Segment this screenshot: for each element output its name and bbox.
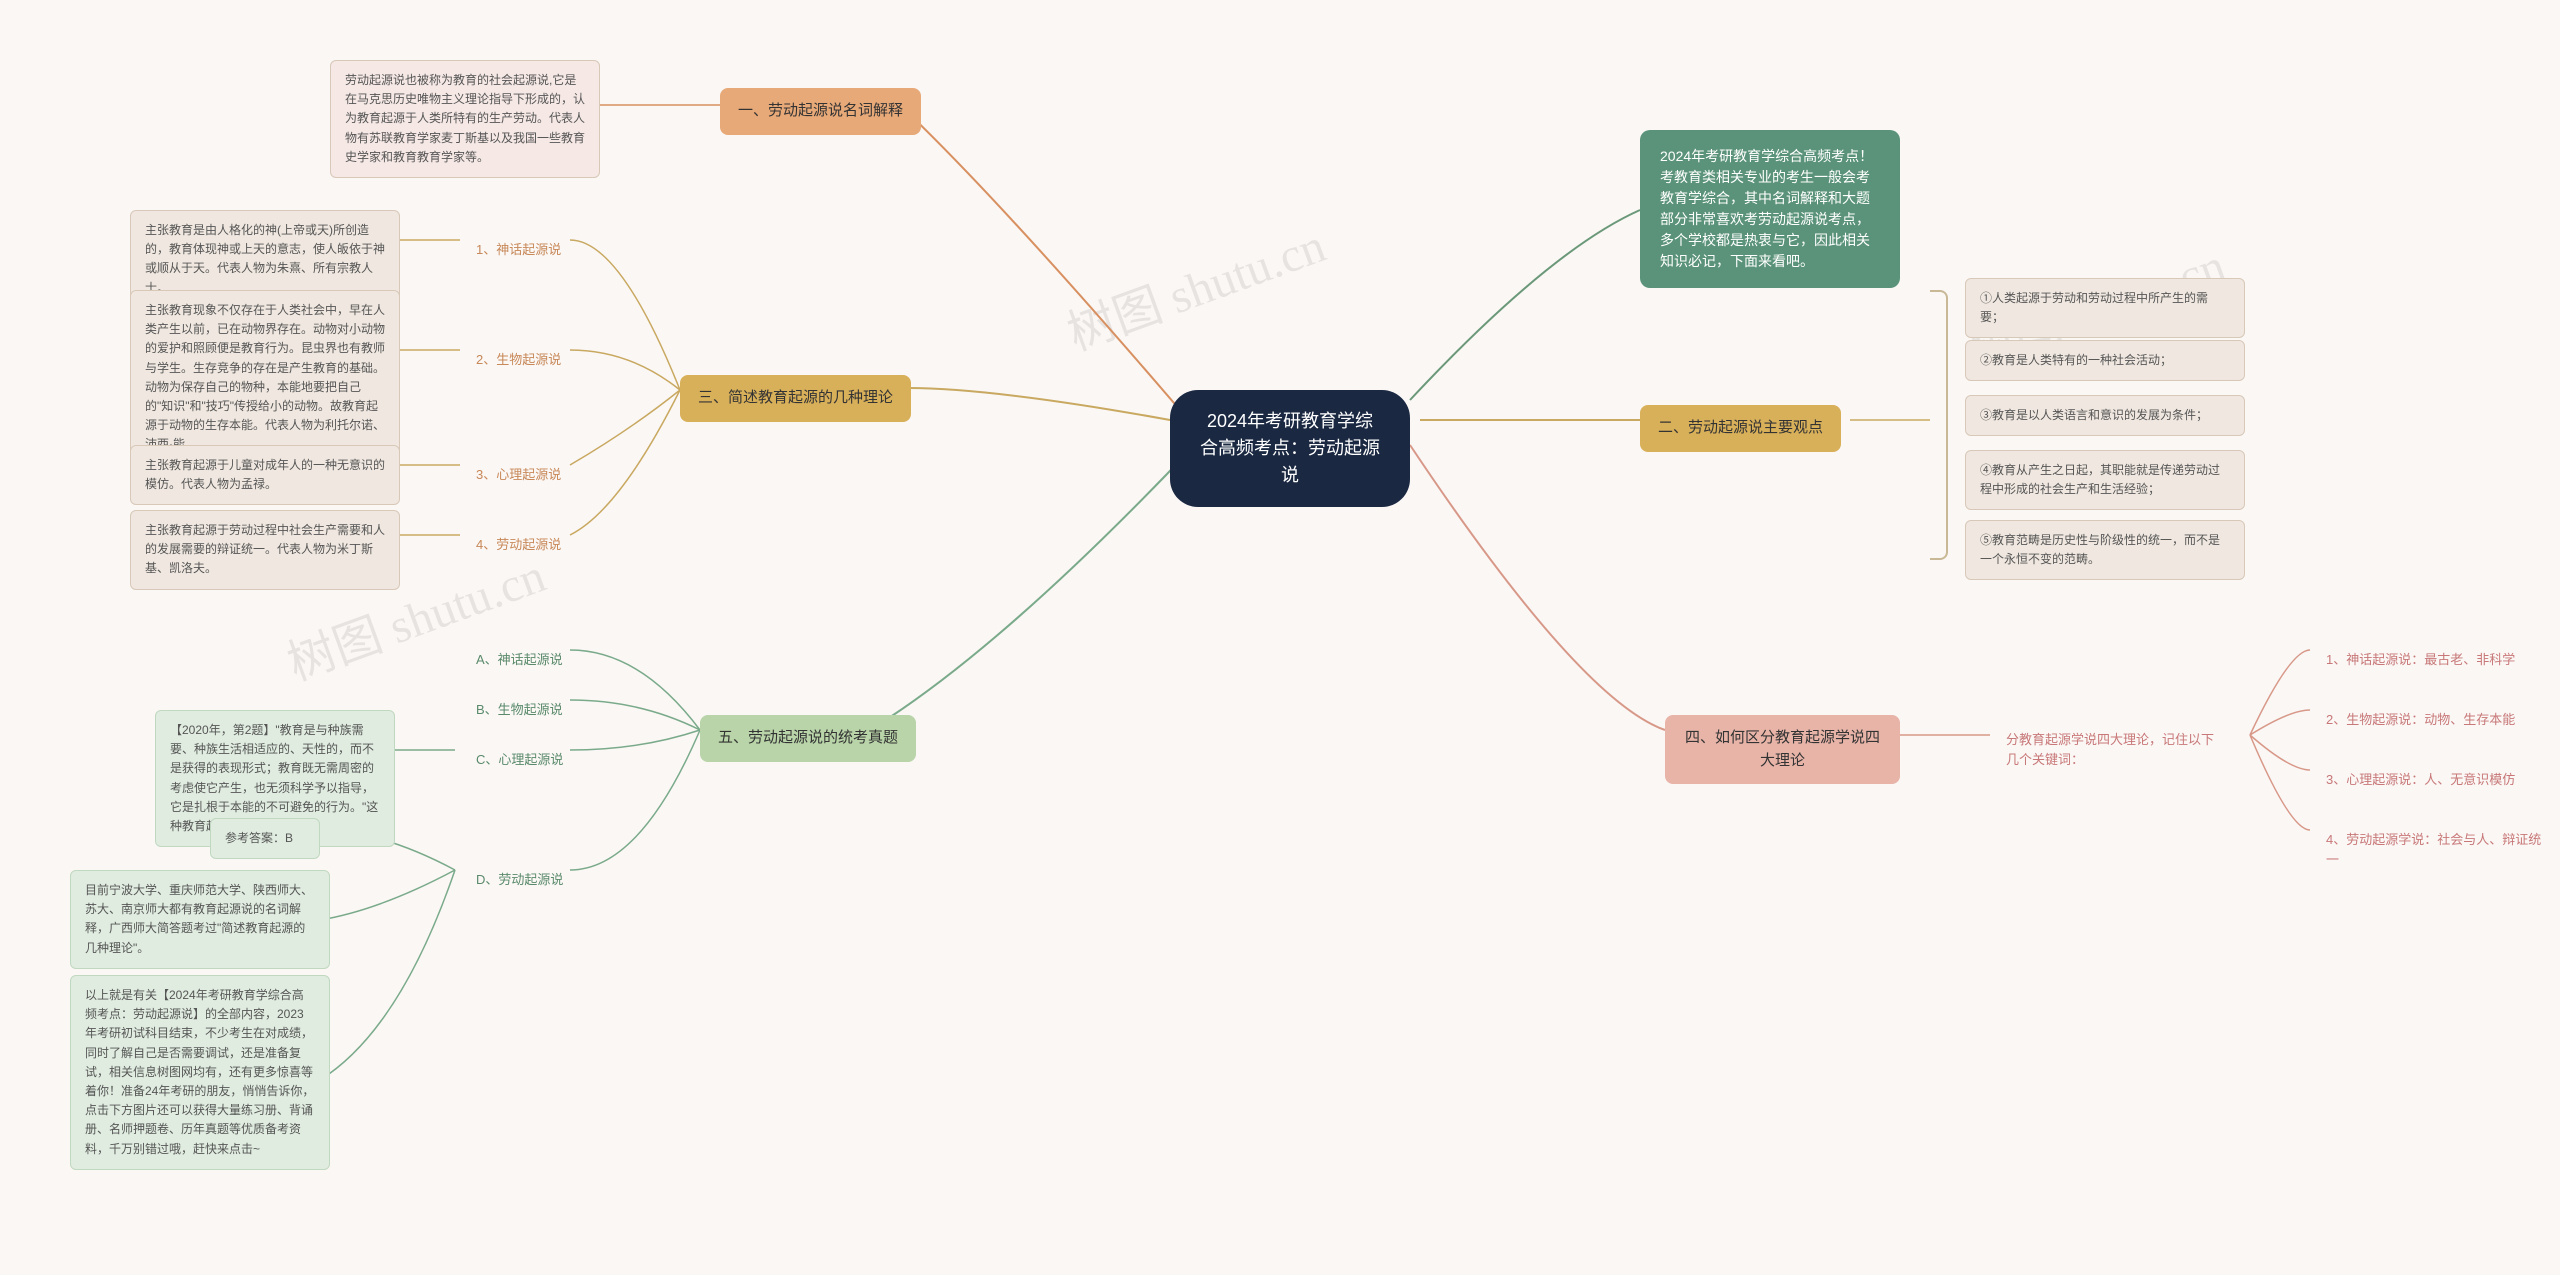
section-4-item-4: 4、劳动起源学说：社会与人、辩证统一	[2310, 820, 2560, 879]
bracket-s2	[1930, 290, 1948, 560]
section-5-opt-b: B、生物起源说	[460, 690, 579, 730]
section-1-leaf: 劳动起源说也被称为教育的社会起源说,它是在马克思历史唯物主义理论指导下形成的，认…	[330, 60, 600, 178]
section-5: 五、劳动起源说的统考真题	[700, 715, 916, 762]
section-4-item-2: 2、生物起源说：动物、生存本能	[2310, 700, 2531, 740]
center-topic: 2024年考研教育学综合高频考点：劳动起源说	[1170, 390, 1410, 507]
section-4-item-1: 1、神话起源说：最古老、非科学	[2310, 640, 2531, 680]
section-4-item-3: 3、心理起源说：人、无意识模仿	[2310, 760, 2531, 800]
section-5-note2: 以上就是有关【2024年考研教育学综合高频考点：劳动起源说】的全部内容，2023…	[70, 975, 330, 1170]
section-5-opt-a: A、神话起源说	[460, 640, 579, 680]
section-3-sub-1: 1、神话起源说	[460, 230, 577, 270]
section-4: 四、如何区分教育起源学说四大理论	[1665, 715, 1900, 784]
intro-box: 2024年考研教育学综合高频考点！考教育类相关专业的考生一般会考教育学综合，其中…	[1640, 130, 1900, 288]
watermark: 树图 shutu.cn	[1056, 206, 1333, 364]
section-2: 二、劳动起源说主要观点	[1640, 405, 1841, 452]
section-2-item-2: ②教育是人类特有的一种社会活动；	[1965, 340, 2245, 381]
section-3-leaf-3: 主张教育起源于儿童对成年人的一种无意识的模仿。代表人物为孟禄。	[130, 445, 400, 505]
section-2-item-1: ①人类起源于劳动和劳动过程中所产生的需要；	[1965, 278, 2245, 338]
section-3-sub-2: 2、生物起源说	[460, 340, 577, 380]
section-2-item-4: ④教育从产生之日起，其职能就是传递劳动过程中形成的社会生产和生活经验；	[1965, 450, 2245, 510]
section-5-opt-c: C、心理起源说	[460, 740, 579, 780]
section-3: 三、简述教育起源的几种理论	[680, 375, 911, 422]
section-1: 一、劳动起源说名词解释	[720, 88, 921, 135]
section-5-answer: 参考答案：B	[210, 818, 320, 859]
section-4-hint: 分教育起源学说四大理论，记住以下几个关键词：	[1990, 720, 2240, 779]
section-3-leaf-2: 主张教育现象不仅存在于人类社会中，早在人类产生以前，已在动物界存在。动物对小动物…	[130, 290, 400, 466]
connection-lines	[0, 0, 2560, 1275]
section-5-opt-d: D、劳动起源说	[460, 860, 579, 900]
section-2-item-5: ⑤教育范畴是历史性与阶级性的统一，而不是一个永恒不变的范畴。	[1965, 520, 2245, 580]
section-5-note1: 目前宁波大学、重庆师范大学、陕西师大、苏大、南京师大都有教育起源说的名词解释，广…	[70, 870, 330, 969]
section-3-sub-4: 4、劳动起源说	[460, 525, 577, 565]
section-2-item-3: ③教育是以人类语言和意识的发展为条件；	[1965, 395, 2245, 436]
section-3-sub-3: 3、心理起源说	[460, 455, 577, 495]
section-3-leaf-4: 主张教育起源于劳动过程中社会生产需要和人的发展需要的辩证统一。代表人物为米丁斯基…	[130, 510, 400, 590]
